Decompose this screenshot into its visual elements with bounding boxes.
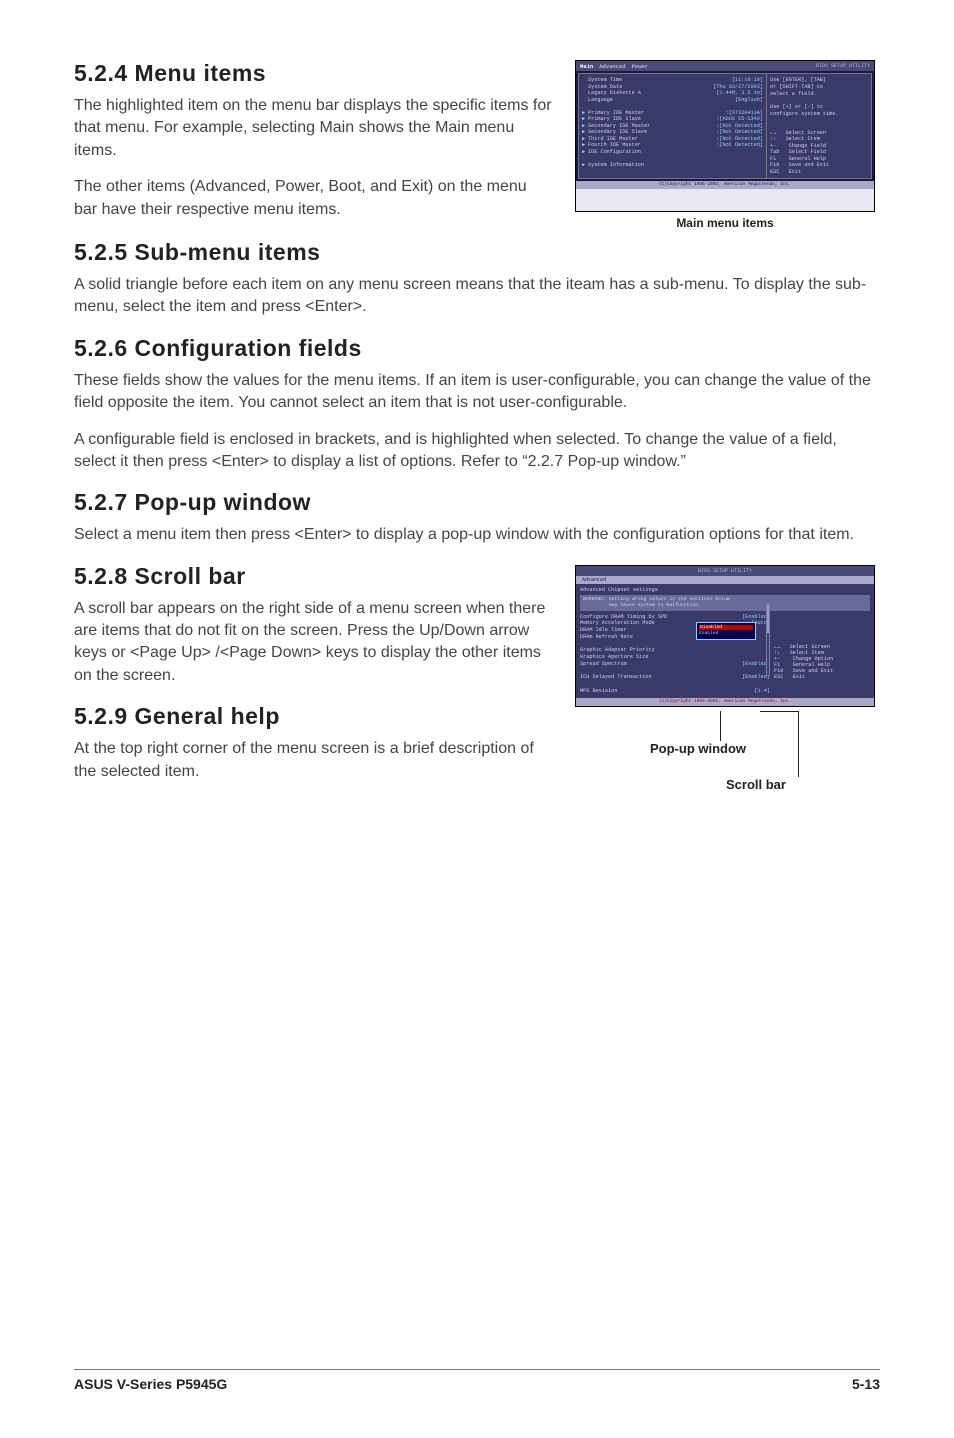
bios1-desc [576,189,874,211]
popup-selected: Disabled [699,625,753,631]
bios-advanced-screenshot: BIOS SETUP UTILITY Advanced Advanced Chi… [575,565,875,707]
bios2-row [580,668,770,675]
bios2-scrollbar [766,604,770,676]
bios2-row [580,681,770,688]
caption-main-menu-items: Main menu items [676,216,773,230]
heading-526: 5.2.6 Configuration fields [74,335,880,362]
bios2-row: Graphic Adapter Priority [580,647,770,654]
anno-line-scroll-v [798,711,799,777]
heading-529: 5.2.9 General help [74,703,552,730]
bios2-popup: Disabled Enabled [696,622,756,640]
bios1-menu-adv: Advanced [599,63,625,70]
bios2-row: Configure DRAM Timing by SPD[Enabled] [580,614,770,621]
bios2-key-help: ESC Exit [774,674,870,680]
footer-left: ASUS V-Series P5945G [74,1376,227,1392]
anno-line-popup [720,711,721,741]
footer-right: 5-13 [852,1376,880,1392]
bios2-row: Graphics Aperture Size [580,654,770,661]
heading-524: 5.2.4 Menu items [74,60,552,87]
bios1-key-help: ESC Exit [770,169,868,176]
bios1-menu-power: Power [632,63,649,70]
bios1-help-text: Use [ENTER], [TAB] or [SHIFT-TAB] to sel… [770,77,868,118]
bios2-row: ICH Delayed Transaction[Enabled] [580,674,770,681]
bios1-footer: (C)Copyright 1985-2002, American Megatre… [576,181,874,189]
anno-label-scroll: Scroll bar [726,777,786,792]
para-525-1: A solid triangle before each item on any… [74,274,880,319]
anno-label-popup: Pop-up window [650,741,746,756]
bios2-titlebar: BIOS SETUP UTILITY [576,566,874,576]
bios1-menu-main: Main [580,63,593,70]
heading-528: 5.2.8 Scroll bar [74,563,552,590]
para-526-2: A configurable field is enclosed in brac… [74,429,880,474]
bios2-row: Spread Spectrum[Enabled] [580,661,770,668]
para-529-1: At the top right corner of the menu scre… [74,738,552,783]
bios2-row [580,641,770,648]
bios2-scrollbar-thumb [767,605,769,633]
bios1-row: ▶System Information [582,162,763,169]
popup-option-1: Enabled [699,631,753,637]
bios2-heading: Advanced Chipset settings [580,587,870,593]
bios1-titlebar: BIOS SETUP UTILITY [816,63,870,69]
bios2-menubar: Advanced [576,576,874,584]
heading-525: 5.2.5 Sub-menu items [74,239,880,266]
bios2-row: MPS Revision[1.4] [580,688,770,695]
anno-line-scroll-h [760,711,798,712]
para-524-2: The other items (Advanced, Power, Boot, … [74,176,552,221]
para-526-1: These fields show the values for the men… [74,370,880,415]
para-524-1: The highlighted item on the menu bar dis… [74,95,552,162]
bios-main-screenshot: Main Advanced Power BIOS SETUP UTILITY S… [575,60,875,212]
bios2-warning: WARNING: Setting wrong values in the sec… [580,595,870,611]
para-527-1: Select a menu item then press <Enter> to… [74,524,880,546]
heading-527: 5.2.7 Pop-up window [74,489,880,516]
bios2-footer: (C)Copyright 1985-2002, American Megatre… [576,698,874,706]
para-528-1: A scroll bar appears on the right side o… [74,598,552,688]
